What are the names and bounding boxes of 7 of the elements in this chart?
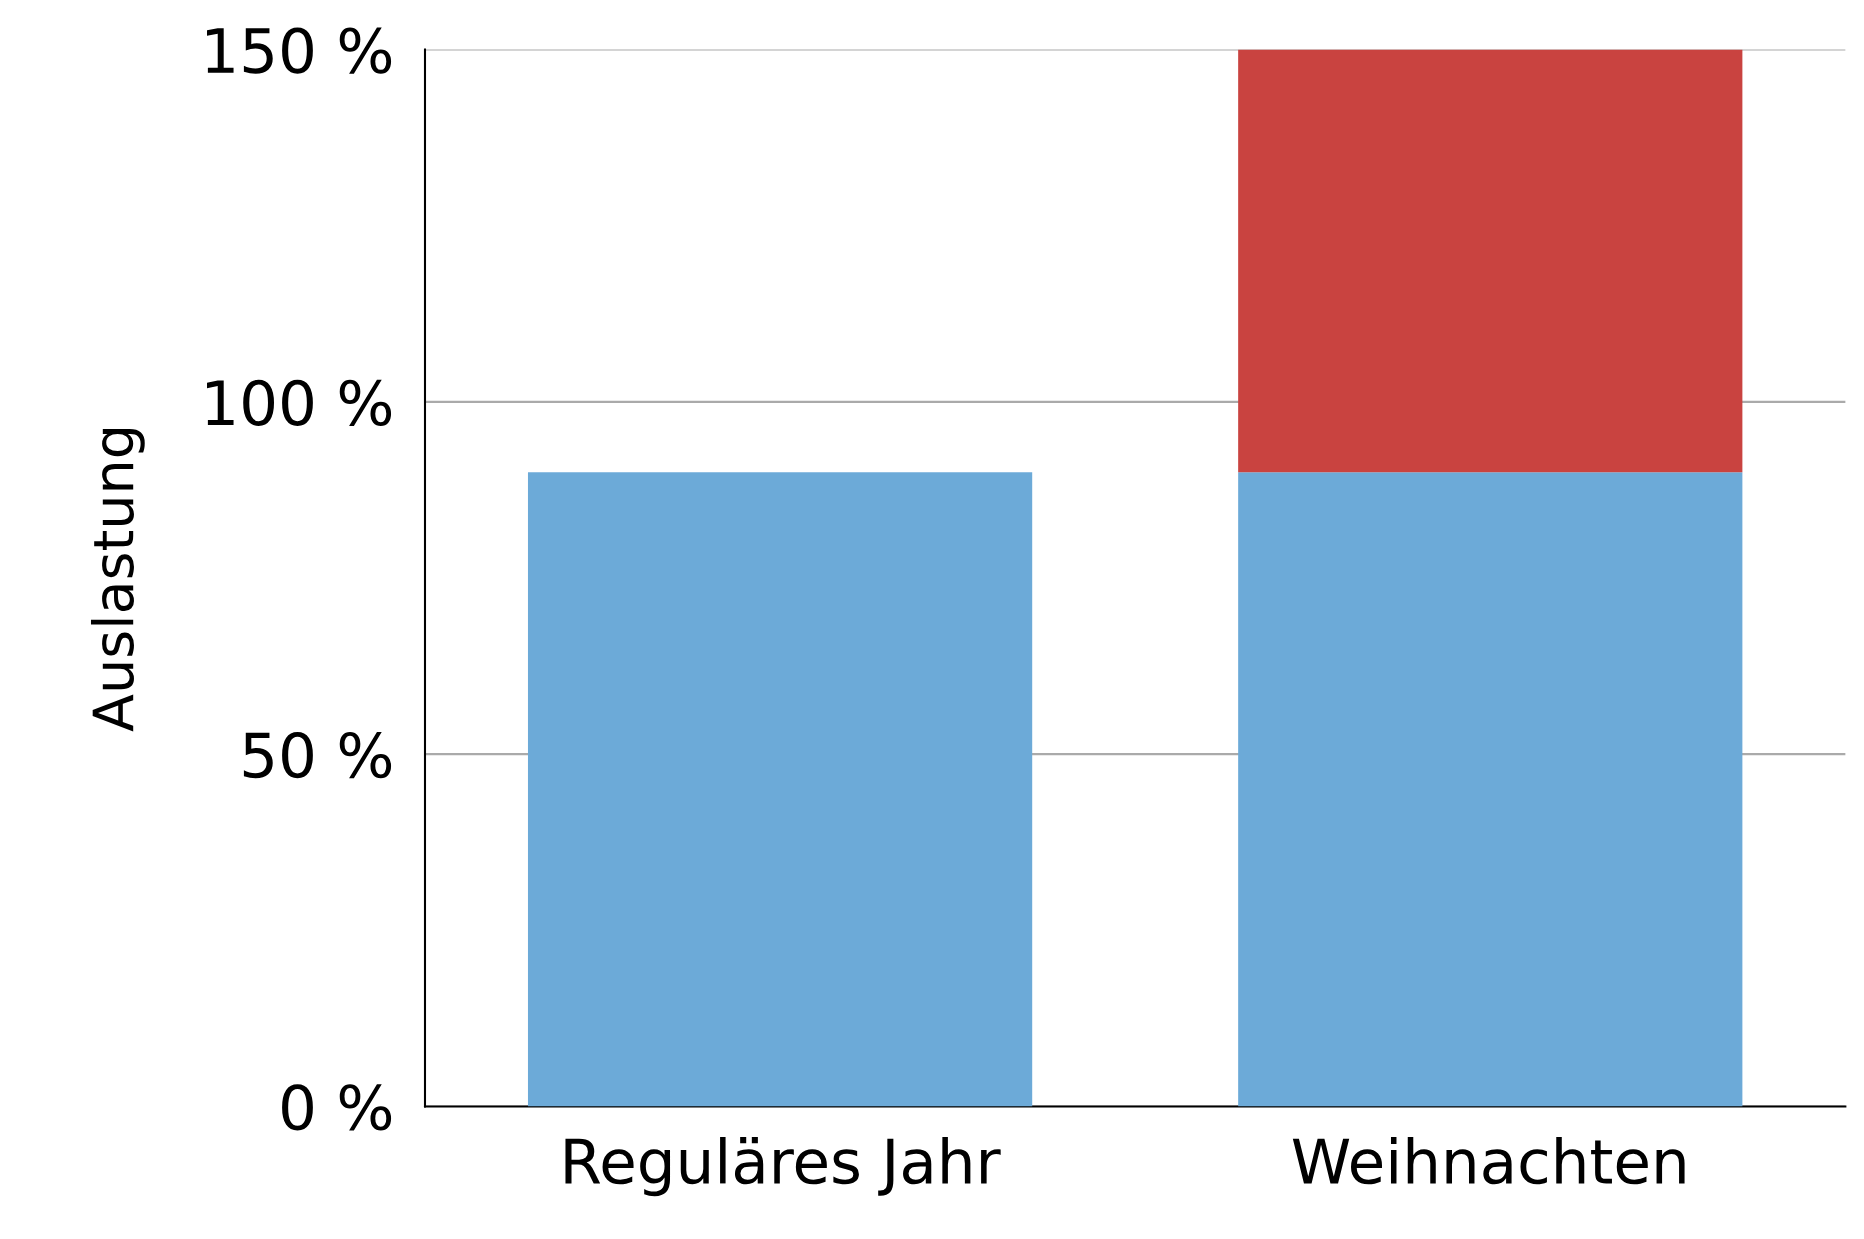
x-tick-label: Weihnachten xyxy=(1292,1136,1685,1185)
y-tick-label: 0 % xyxy=(282,1084,392,1131)
y-tick-label: 50 % xyxy=(243,732,392,779)
y-tick-label: 150 % xyxy=(207,27,392,74)
y-axis-title: Auslastung xyxy=(90,429,145,732)
x-tick-label: Reguläres Jahr xyxy=(565,1136,1001,1197)
y-tick-label: 100 % xyxy=(207,379,392,426)
